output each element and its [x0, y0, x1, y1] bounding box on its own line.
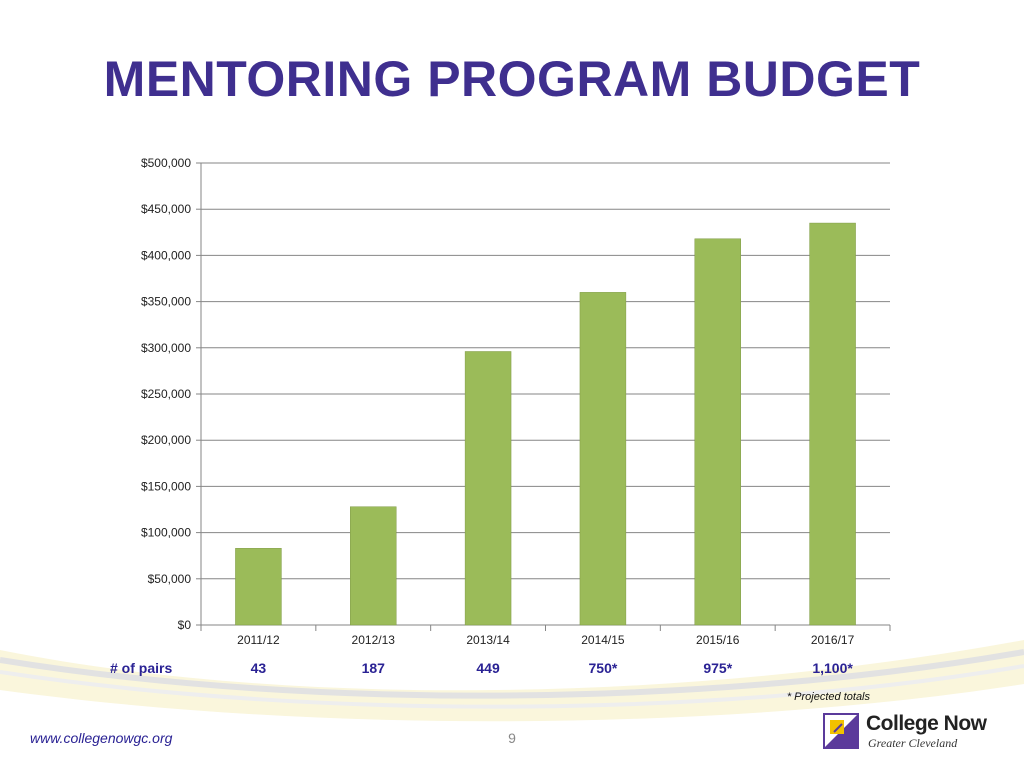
y-tick-label: $200,000: [141, 433, 191, 447]
college-now-logo: College Now Greater Cleveland: [822, 712, 1012, 752]
y-tick-label: $150,000: [141, 479, 191, 493]
x-tick-label: 2013/14: [466, 633, 510, 647]
x-tick-label: 2011/12: [237, 633, 280, 647]
bar: [235, 548, 282, 626]
x-tick-label: 2015/16: [696, 633, 740, 647]
y-tick-label: $0: [178, 618, 192, 632]
pairs-value: 43: [250, 660, 267, 676]
x-tick-label: 2016/17: [811, 633, 855, 647]
bar: [809, 222, 856, 626]
pairs-value: 1,100*: [812, 660, 853, 676]
logo-mark-icon: [823, 713, 859, 749]
y-tick-label: $500,000: [141, 156, 191, 170]
y-tick-label: $250,000: [141, 387, 191, 401]
x-tick-label: 2014/15: [581, 633, 625, 647]
bar: [694, 238, 741, 626]
page-number: 9: [508, 730, 516, 746]
y-tick-label: $100,000: [141, 526, 191, 540]
bar: [464, 351, 512, 626]
y-tick-label: $350,000: [141, 295, 191, 309]
x-tick-label: 2012/13: [352, 633, 396, 647]
pairs-value: 449: [476, 660, 500, 676]
y-tick-label: $400,000: [141, 248, 191, 262]
slide-title: MENTORING PROGRAM BUDGET: [103, 51, 921, 107]
pairs-value: 975*: [703, 660, 733, 676]
logo-name: College Now: [866, 712, 987, 735]
bar: [350, 506, 397, 626]
y-tick-label: $450,000: [141, 202, 191, 216]
y-tick-label: $300,000: [141, 341, 191, 355]
pairs-value: 187: [361, 660, 385, 676]
bar: [579, 292, 627, 626]
website-link[interactable]: www.collegenowgc.org: [30, 730, 173, 746]
pairs-label: # of pairs: [110, 660, 173, 676]
logo-subtitle: Greater Cleveland: [868, 736, 958, 750]
pairs-row: # of pairs 43 187 449 750* 975* 1,100*: [0, 660, 1024, 682]
y-tick-label: $50,000: [148, 572, 192, 586]
pairs-value: 750*: [588, 660, 618, 676]
footnote-projected: * Projected totals: [786, 691, 870, 703]
